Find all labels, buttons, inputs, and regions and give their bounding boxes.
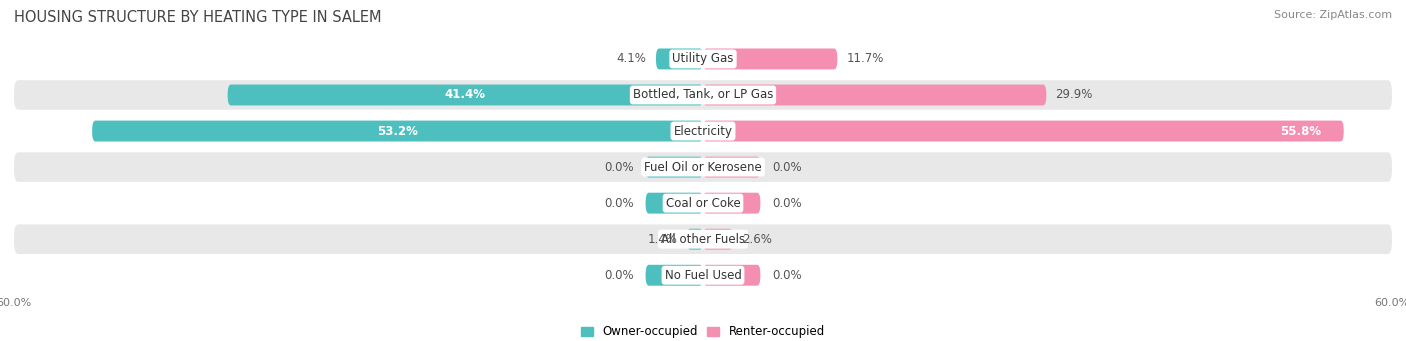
Text: Coal or Coke: Coal or Coke <box>665 197 741 210</box>
FancyBboxPatch shape <box>703 265 761 286</box>
Text: No Fuel Used: No Fuel Used <box>665 269 741 282</box>
FancyBboxPatch shape <box>228 85 703 105</box>
FancyBboxPatch shape <box>688 229 703 250</box>
Text: 2.6%: 2.6% <box>742 233 772 246</box>
Text: 0.0%: 0.0% <box>605 197 634 210</box>
Text: 0.0%: 0.0% <box>605 161 634 174</box>
FancyBboxPatch shape <box>14 80 1392 110</box>
FancyBboxPatch shape <box>645 157 703 178</box>
Text: Utility Gas: Utility Gas <box>672 53 734 65</box>
Text: 0.0%: 0.0% <box>605 269 634 282</box>
FancyBboxPatch shape <box>93 121 703 142</box>
Legend: Owner-occupied, Renter-occupied: Owner-occupied, Renter-occupied <box>576 321 830 341</box>
FancyBboxPatch shape <box>14 261 1392 290</box>
FancyBboxPatch shape <box>703 157 761 178</box>
FancyBboxPatch shape <box>14 224 1392 254</box>
Text: 55.8%: 55.8% <box>1279 124 1320 137</box>
FancyBboxPatch shape <box>14 116 1392 146</box>
FancyBboxPatch shape <box>645 265 703 286</box>
FancyBboxPatch shape <box>703 229 733 250</box>
FancyBboxPatch shape <box>14 188 1392 218</box>
FancyBboxPatch shape <box>703 193 761 213</box>
FancyBboxPatch shape <box>14 44 1392 74</box>
Text: 1.4%: 1.4% <box>648 233 678 246</box>
FancyBboxPatch shape <box>703 48 838 70</box>
FancyBboxPatch shape <box>703 121 1344 142</box>
Text: All other Fuels: All other Fuels <box>661 233 745 246</box>
FancyBboxPatch shape <box>703 85 1046 105</box>
Text: 29.9%: 29.9% <box>1056 89 1092 102</box>
Text: Fuel Oil or Kerosene: Fuel Oil or Kerosene <box>644 161 762 174</box>
Text: 41.4%: 41.4% <box>444 89 486 102</box>
Text: 0.0%: 0.0% <box>772 269 801 282</box>
Text: 0.0%: 0.0% <box>772 161 801 174</box>
Text: Source: ZipAtlas.com: Source: ZipAtlas.com <box>1274 10 1392 20</box>
FancyBboxPatch shape <box>657 48 703 70</box>
Text: 53.2%: 53.2% <box>377 124 418 137</box>
Text: 0.0%: 0.0% <box>772 197 801 210</box>
Text: Electricity: Electricity <box>673 124 733 137</box>
FancyBboxPatch shape <box>14 152 1392 182</box>
FancyBboxPatch shape <box>645 193 703 213</box>
Text: 11.7%: 11.7% <box>846 53 884 65</box>
Text: HOUSING STRUCTURE BY HEATING TYPE IN SALEM: HOUSING STRUCTURE BY HEATING TYPE IN SAL… <box>14 10 381 25</box>
Text: Bottled, Tank, or LP Gas: Bottled, Tank, or LP Gas <box>633 89 773 102</box>
Text: 4.1%: 4.1% <box>617 53 647 65</box>
